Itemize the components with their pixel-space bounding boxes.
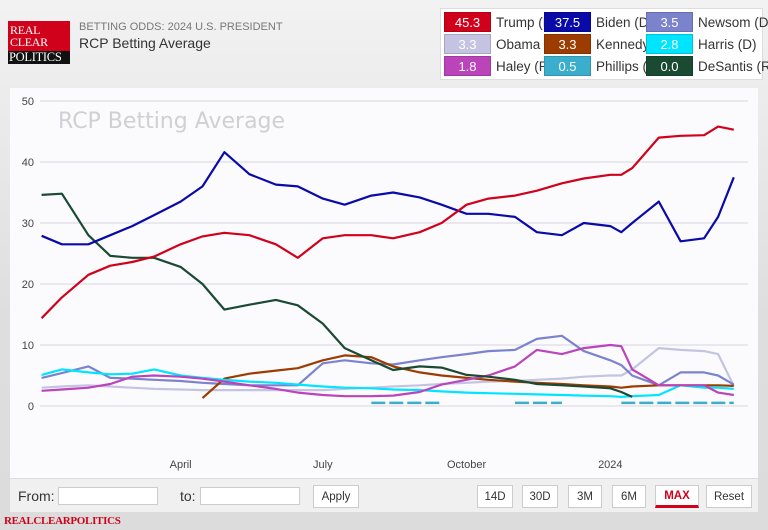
x-tick-label: July bbox=[313, 459, 333, 471]
legend-item[interactable]: 1.8 Haley (R) bbox=[444, 56, 553, 76]
series-line-desantis bbox=[41, 192, 633, 398]
y-tick-label: 40 bbox=[22, 157, 34, 169]
series-line-newsom bbox=[41, 334, 735, 387]
range-6m-button[interactable]: 6M bbox=[612, 485, 646, 508]
legend-label: Harris (D) bbox=[698, 36, 757, 52]
legend-value: 2.8 bbox=[646, 34, 693, 54]
y-tick-label: 20 bbox=[22, 279, 34, 291]
logo-top: REAL CLEAR bbox=[8, 21, 70, 51]
range-max-button[interactable]: MAX bbox=[655, 485, 699, 508]
legend-label: Phillips (D) bbox=[596, 58, 662, 74]
series-line-biden bbox=[41, 151, 735, 246]
legend-label: Newsom (D) bbox=[698, 14, 768, 30]
x-tick-label: April bbox=[170, 459, 192, 471]
legend: 45.3 Trump (R) 37.5 Biden (D) 3.5 Newsom (D) 3… bbox=[440, 8, 768, 80]
to-label: to: bbox=[180, 488, 196, 504]
legend-label: Trump (R) bbox=[496, 14, 557, 30]
y-tick-label: 30 bbox=[22, 218, 34, 230]
chart-panel: 0 10 20 30 40 50 April July October 2024 RCP Betti… bbox=[10, 88, 758, 478]
range-3m-button[interactable]: 3M bbox=[568, 485, 602, 508]
page-subtitle: BETTING ODDS: 2024 U.S. PRESIDENT bbox=[79, 21, 283, 33]
series-line-haley bbox=[41, 343, 734, 398]
apply-button[interactable]: Apply bbox=[313, 485, 359, 508]
legend-value: 3.5 bbox=[646, 12, 693, 32]
chart-watermark-title: RCP Betting Average bbox=[58, 109, 285, 134]
legend-value: 0.0 bbox=[646, 56, 693, 76]
line-chart: 0 10 20 30 40 50 April July October 2024 RCP Betti… bbox=[22, 96, 748, 471]
y-tick-label: 10 bbox=[22, 340, 34, 352]
y-tick-label: 50 bbox=[22, 96, 34, 108]
legend-item[interactable]: 0.5 Phillips (D) bbox=[544, 56, 661, 76]
page-title: RCP Betting Average bbox=[79, 35, 211, 51]
reset-button[interactable]: Reset bbox=[706, 485, 752, 508]
series-line-obama bbox=[41, 347, 735, 392]
legend-item[interactable]: 2.8 Harris (D) bbox=[646, 34, 757, 54]
legend-value: 45.3 bbox=[444, 12, 491, 32]
legend-item[interactable]: 0.0 DeSantis (R) bbox=[646, 56, 768, 76]
range-30d-button[interactable]: 30D bbox=[522, 485, 558, 508]
logo-bottom: POLITICS bbox=[8, 51, 70, 64]
legend-item[interactable]: 37.5 Biden (D) bbox=[544, 12, 653, 32]
x-tick-label: 2024 bbox=[598, 459, 622, 471]
rcp-logo: REAL CLEAR POLITICS bbox=[8, 21, 70, 64]
range-14d-button[interactable]: 14D bbox=[477, 485, 513, 508]
x-tick-label: October bbox=[447, 459, 486, 471]
from-label: From: bbox=[18, 488, 55, 504]
legend-label: Biden (D) bbox=[596, 14, 654, 30]
from-date-input[interactable] bbox=[58, 487, 158, 505]
legend-value: 37.5 bbox=[544, 12, 591, 32]
legend-value: 3.3 bbox=[444, 34, 491, 54]
legend-label: DeSantis (R) bbox=[698, 58, 768, 74]
legend-value: 0.5 bbox=[544, 56, 591, 76]
series-line-trump bbox=[40, 125, 735, 319]
legend-item[interactable]: 3.5 Newsom (D) bbox=[646, 12, 768, 32]
legend-value: 1.8 bbox=[444, 56, 491, 76]
footer-brand: REALCLEARPOLITICS bbox=[4, 515, 121, 527]
y-tick-label: 0 bbox=[28, 401, 34, 413]
to-date-input[interactable] bbox=[200, 487, 300, 505]
date-range-controls: From: to: Apply 14D 30D 3M 6M MAX Reset bbox=[10, 478, 758, 512]
legend-value: 3.3 bbox=[544, 34, 591, 54]
legend-item[interactable]: 45.3 Trump (R) bbox=[444, 12, 557, 32]
legend-label: Haley (R) bbox=[496, 58, 554, 74]
